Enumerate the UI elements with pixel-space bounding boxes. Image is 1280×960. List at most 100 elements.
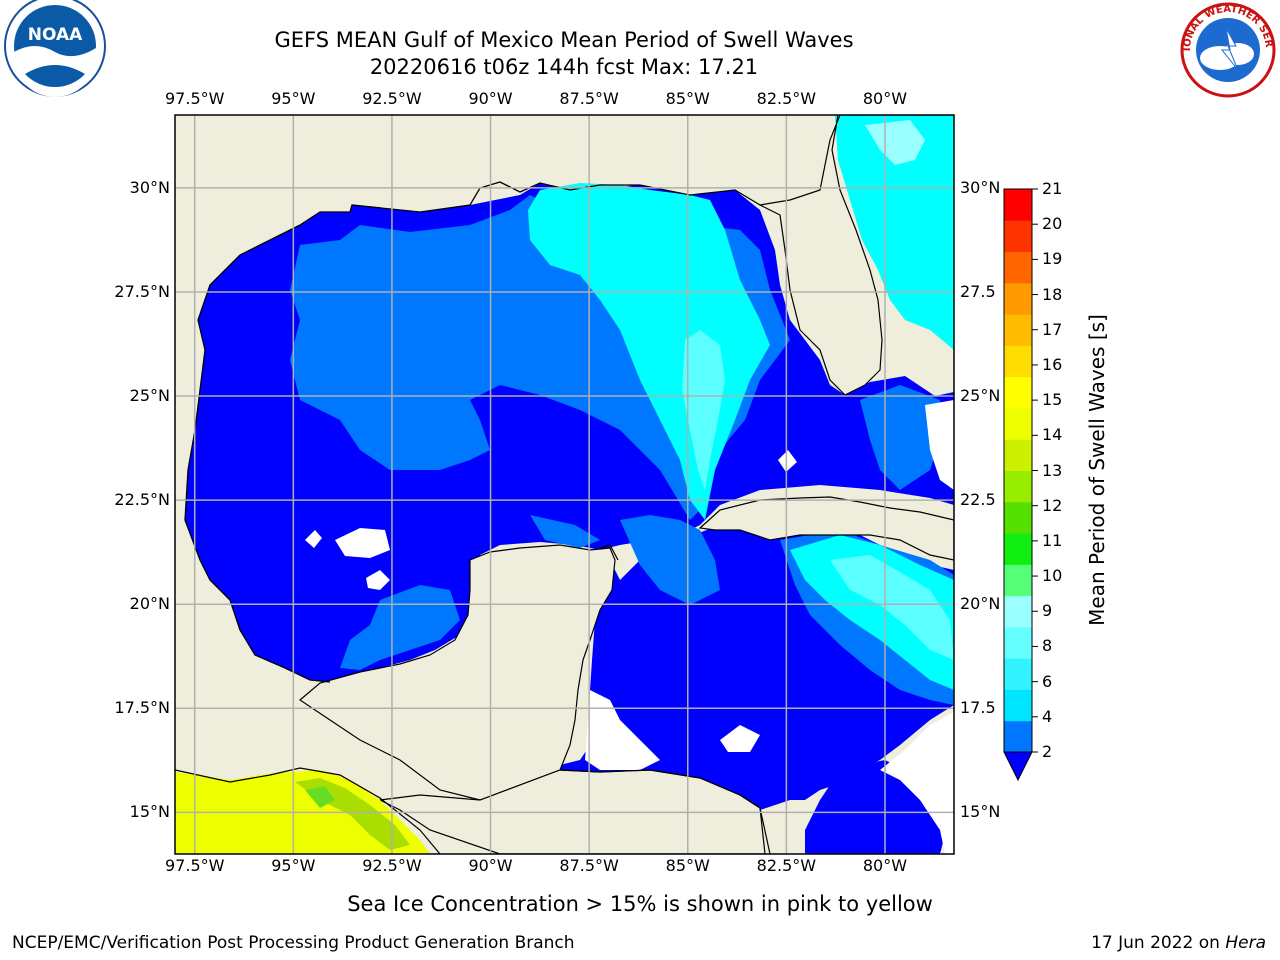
longitude-tick-label: 90°W	[468, 856, 513, 875]
florida	[758, 115, 954, 396]
gridlines	[175, 115, 954, 854]
colorbar-tick-label: 14	[1042, 425, 1063, 445]
colorbar-segment	[1004, 658, 1032, 690]
colorbar-tick-label: 20	[1042, 214, 1063, 234]
campeche-mid	[340, 585, 460, 670]
colorbar-segment	[1004, 189, 1032, 221]
cyan-light-tongue	[682, 330, 725, 490]
bay-islands-mid	[530, 515, 600, 548]
colorbar	[1003, 188, 1038, 782]
colorbar-segment	[1004, 220, 1032, 253]
longitude-tick-label: 92.5°W	[362, 89, 422, 108]
colorbar-segment	[1004, 501, 1032, 534]
honduras-coast	[559, 769, 771, 854]
colorbar-segment	[1004, 345, 1032, 378]
us-gulf-coast	[194, 181, 761, 431]
caribbean-light	[830, 555, 954, 660]
colorbar-tick-label: 12	[1042, 495, 1063, 515]
latitude-tick-label: 25°N	[129, 386, 170, 406]
latitude-tick-label: 22.5	[960, 490, 996, 510]
cuba-west-coast	[599, 544, 619, 561]
nodata-spot-2	[366, 570, 390, 590]
colorbar-extend-arrow	[1003, 751, 1033, 782]
colorbar-segment	[1004, 407, 1032, 440]
nodata-spot-1	[335, 528, 390, 558]
colorbar-tick-label: 16	[1042, 354, 1063, 374]
colorbar-segment	[1004, 376, 1032, 409]
longitude-tick-label: 87.5°W	[559, 856, 619, 875]
longitude-tick-label: 90°W	[468, 89, 513, 108]
colorbar-tick-label: 4	[1042, 706, 1053, 726]
nodata-spot-3	[720, 725, 760, 752]
colorbar-segment	[1004, 564, 1032, 597]
colorbar-segment	[1004, 595, 1032, 628]
colorbar-segment	[1004, 626, 1032, 659]
colorbar-tick-label: 17	[1042, 319, 1063, 339]
plot-title-line1: GEFS MEAN Gulf of Mexico Mean Period of …	[274, 28, 854, 52]
latitude-tick-label: 30°N	[960, 177, 1001, 197]
longitude-tick-label: 80°W	[862, 89, 908, 108]
colorbar-segment	[1004, 251, 1032, 284]
latitude-tick-label: 20°N	[129, 594, 170, 614]
nodata-spot-4	[305, 530, 322, 548]
atlantic-light	[865, 120, 925, 165]
colorbar-segment	[1004, 470, 1032, 503]
nodata-spot-5	[778, 450, 797, 472]
caribbean-cyan	[790, 535, 954, 690]
latitude-tick-label: 15°N	[129, 802, 170, 822]
colorbar-tick-label: 18	[1042, 284, 1063, 304]
colorbar-tick-label: 2	[1042, 742, 1053, 761]
nodata-bahamas	[925, 400, 954, 490]
footer-host: Hera	[1225, 933, 1266, 953]
footer-right: 17 Jun 2022 on Hera	[1091, 933, 1266, 953]
longitude-tick-label: 80°W	[862, 856, 908, 875]
longitude-tick-label: 95°W	[271, 856, 316, 875]
longitude-tick-label: 82.5°W	[756, 856, 817, 875]
latitude-tick-label: 27.5°N	[114, 281, 170, 301]
longitude-tick-label: 85°W	[665, 856, 710, 875]
colorbar-tick-label: 8	[1042, 636, 1053, 656]
colorbar-tick-label: 9	[1042, 601, 1053, 621]
longitude-tick-label: 97.5°W	[164, 89, 225, 108]
longitude-tick-label: 82.5°W	[756, 89, 817, 108]
colorbar-tick-label: 11	[1042, 530, 1063, 550]
colorbar-tick-label: 15	[1042, 390, 1063, 410]
latitude-tick-label: 17.5°N	[114, 698, 170, 718]
colorbar-segment	[1004, 439, 1032, 471]
pacific-coast	[175, 767, 441, 854]
colorbar-tick-label: 21	[1042, 179, 1063, 198]
longitude-tick-label: 95°W	[271, 89, 316, 108]
footer-date: 17 Jun 2022 on	[1091, 933, 1226, 953]
longitude-tick-label: 87.5°W	[559, 89, 619, 108]
colorbar-tick-label: 19	[1042, 249, 1063, 269]
latitude-tick-label: 22.5°N	[114, 490, 170, 510]
colorbar-segment	[1004, 689, 1032, 722]
longitude-tick-label: 85°W	[665, 89, 710, 108]
colorbar-segment	[1004, 314, 1032, 346]
latitude-tick-label: 25°N	[960, 386, 1001, 406]
latitude-tick-label: 15°N	[960, 802, 1001, 822]
colorbar-tick-label: 13	[1042, 460, 1063, 480]
yucatan-channel-mid	[620, 515, 720, 605]
cuba	[698, 496, 954, 561]
colorbar-segment	[1004, 533, 1032, 565]
latitude-tick-label: 27.5	[960, 281, 996, 301]
colorbar-tick-label: 6	[1042, 671, 1053, 691]
colorbar-label: Mean Period of Swell Waves [s]	[1085, 314, 1109, 626]
latitude-tick-label: 17.5	[960, 698, 996, 718]
nodata-honduras	[585, 690, 660, 770]
colorbar-segment	[1004, 720, 1032, 753]
latitude-tick-label: 30°N	[129, 177, 170, 197]
sea-ice-note: Sea Ice Concentration > 15% is shown in …	[347, 892, 933, 916]
longitude-tick-label: 97.5°W	[164, 856, 225, 875]
colorbar-tick-label: 10	[1042, 566, 1063, 586]
plot-title-line2: 20220616 t06z 144h fcst Max: 17.21	[369, 55, 759, 79]
nodata-caribbean	[880, 712, 954, 854]
florida-straits-mid	[860, 385, 940, 490]
map-frame	[174, 114, 955, 855]
longitude-tick-label: 92.5°W	[362, 856, 422, 875]
footer-left: NCEP/EMC/Verification Post Processing Pr…	[12, 933, 575, 953]
colorbar-segment	[1004, 282, 1032, 315]
pacific-ice-green2	[305, 786, 335, 808]
